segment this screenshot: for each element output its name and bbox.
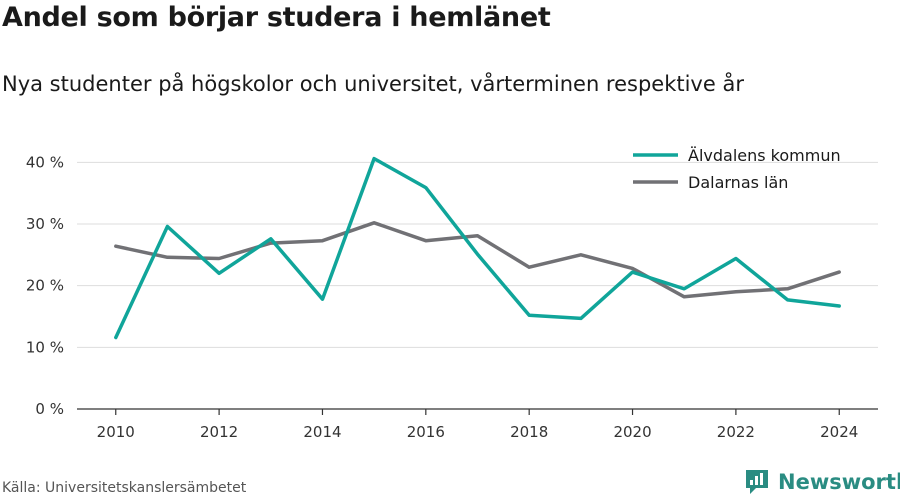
y-tick-label: 30 % bbox=[26, 215, 64, 233]
x-tick-label: 2022 bbox=[717, 423, 755, 441]
legend-label: Älvdalens kommun bbox=[688, 146, 841, 165]
series-line-2 bbox=[114, 221, 841, 299]
series-line-1 bbox=[114, 156, 841, 340]
legend-label: Dalarnas län bbox=[688, 173, 788, 192]
x-tick-label: 2012 bbox=[200, 423, 238, 441]
x-tick-label: 2016 bbox=[407, 423, 445, 441]
chart-subtitle: Nya studenter på högskolor och universit… bbox=[2, 72, 744, 96]
x-tick-label: 2010 bbox=[97, 423, 135, 441]
x-tick-label: 2014 bbox=[303, 423, 341, 441]
x-tick-label: 2024 bbox=[820, 423, 858, 441]
y-tick-label: 0 % bbox=[35, 400, 64, 418]
x-tick-label: 2020 bbox=[613, 423, 651, 441]
brand-logo: Newsworthy bbox=[744, 468, 900, 496]
y-tick-label: 10 % bbox=[26, 338, 64, 356]
chart-title: Andel som börjar studera i hemlänet bbox=[2, 2, 551, 33]
y-tick-label: 20 % bbox=[26, 277, 64, 295]
x-tick-label: 2018 bbox=[510, 423, 548, 441]
newsworthy-logo-icon bbox=[746, 470, 768, 494]
source-note: Källa: Universitetskanslersämbetet bbox=[2, 480, 247, 496]
brand-name: Newsworthy bbox=[778, 470, 900, 494]
y-tick-label: 40 % bbox=[26, 153, 64, 171]
